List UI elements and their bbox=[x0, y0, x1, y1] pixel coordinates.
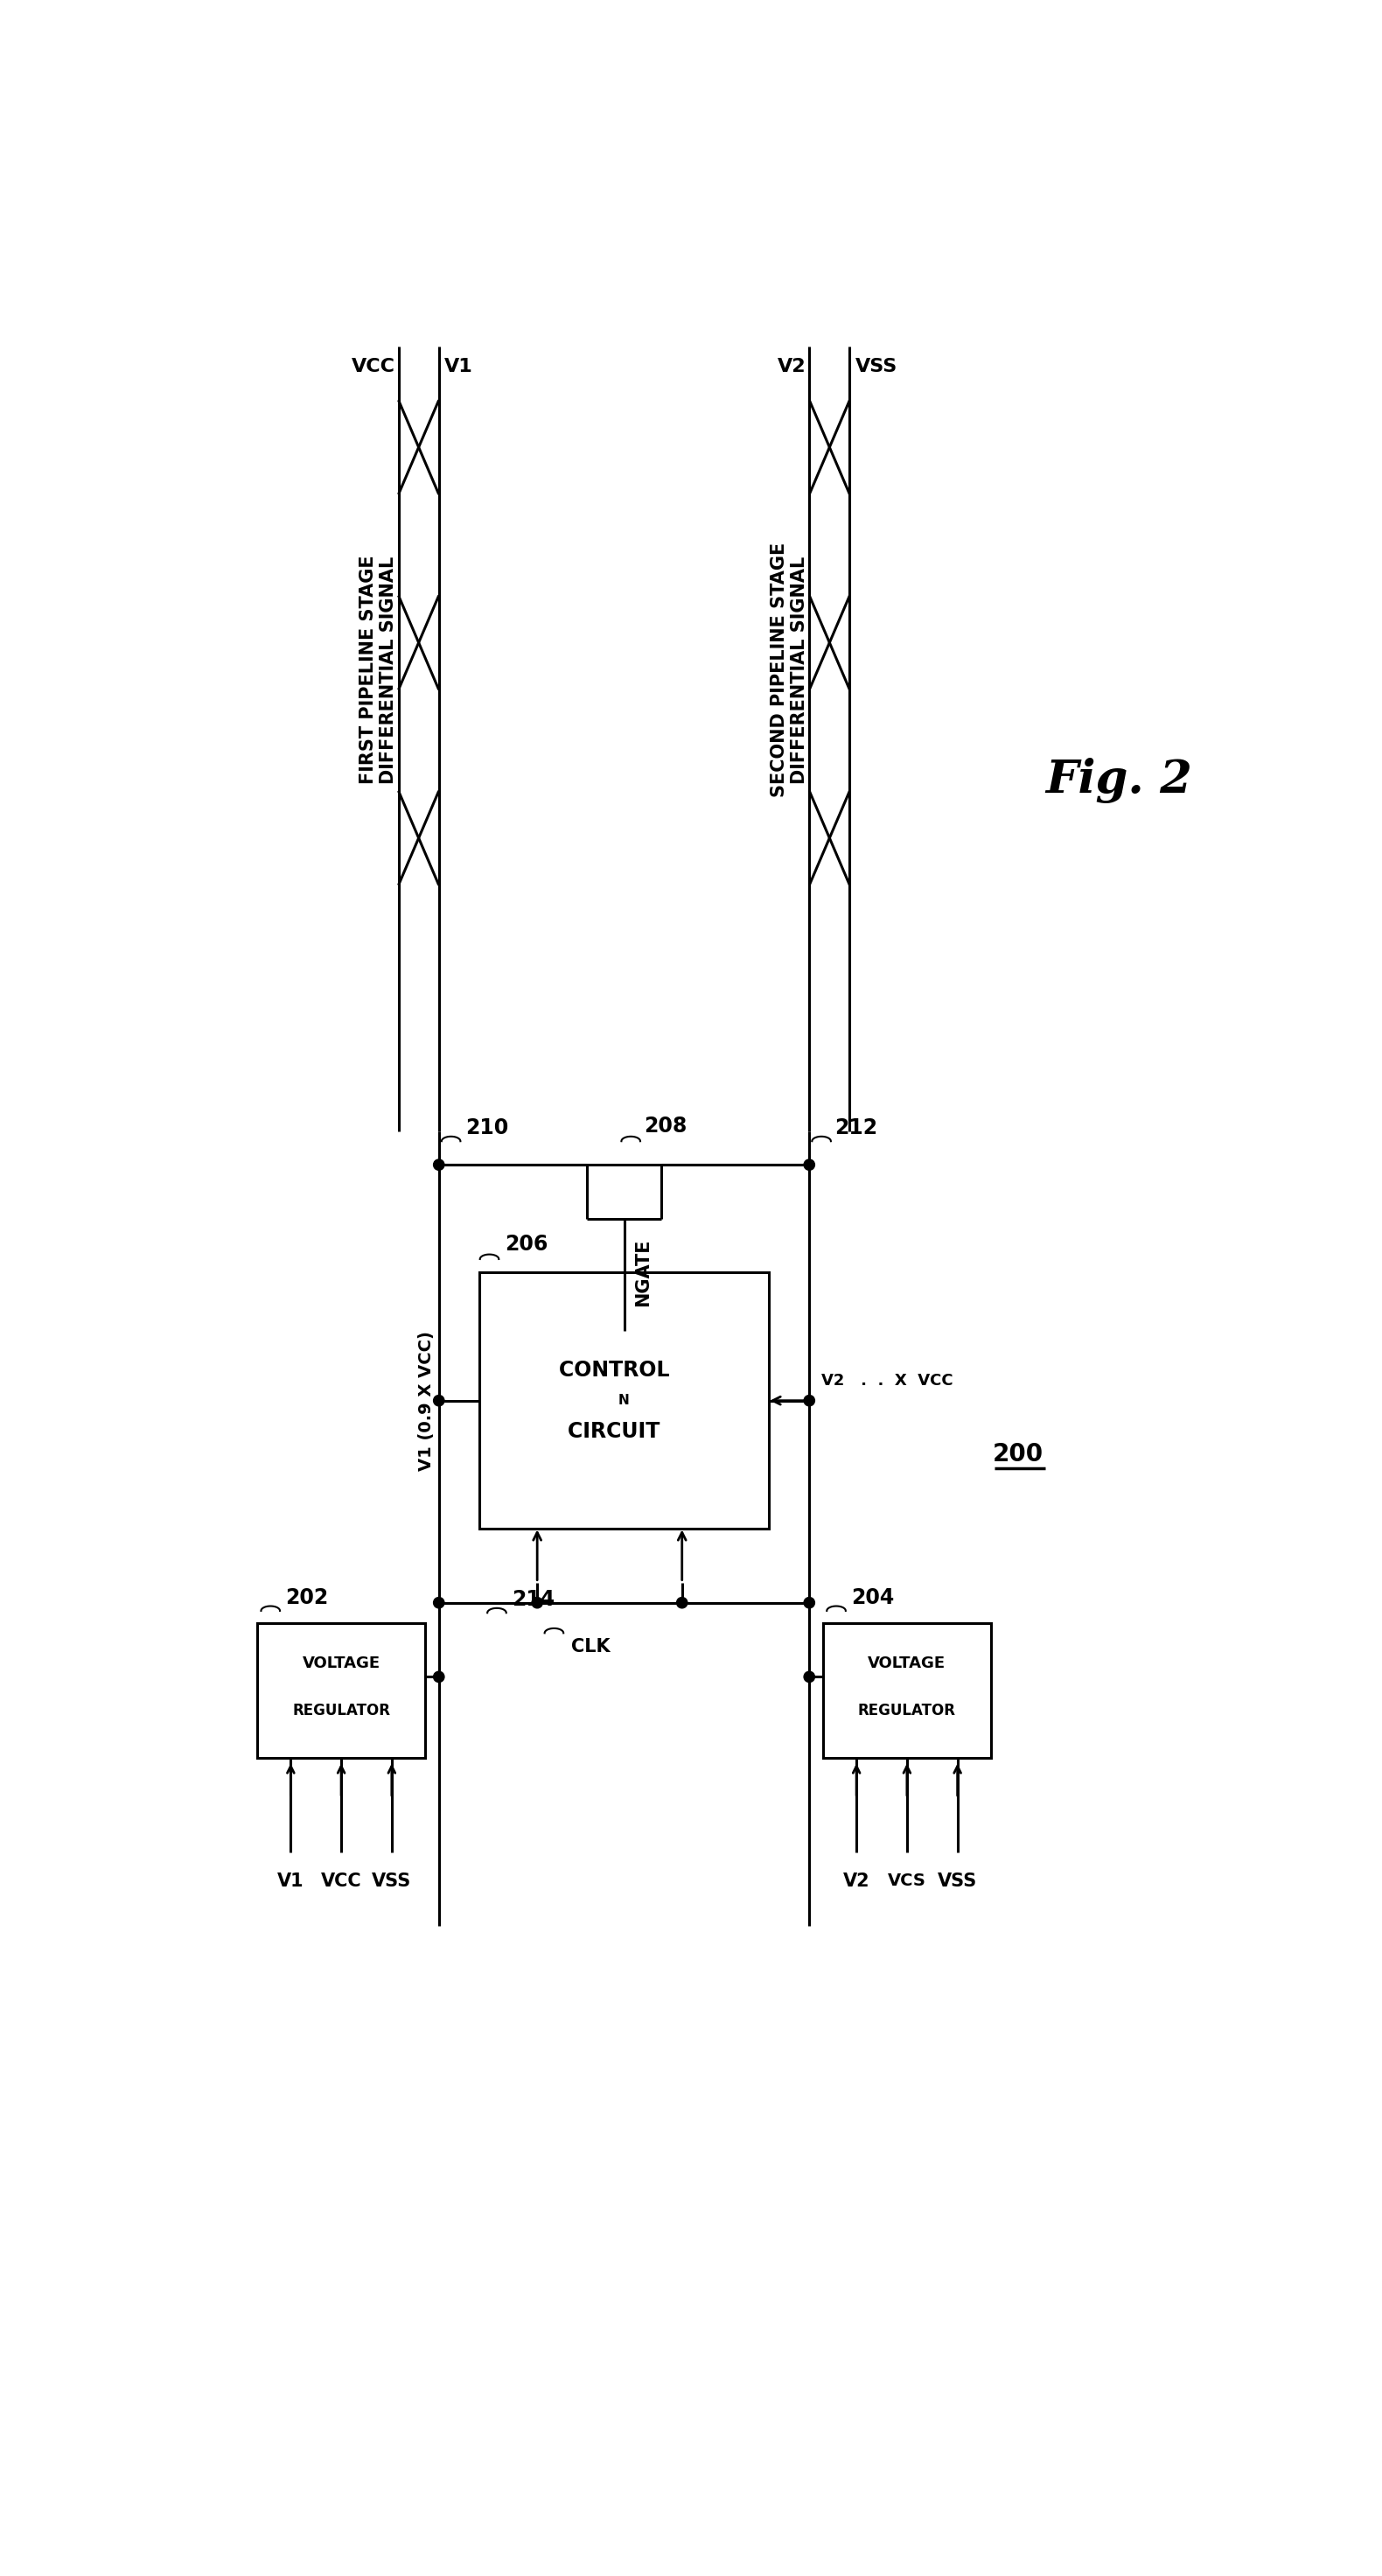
Text: VCC: VCC bbox=[351, 358, 395, 376]
Text: V2: V2 bbox=[843, 1873, 869, 1891]
Bar bbox=[480, 1273, 768, 1528]
Circle shape bbox=[434, 1396, 444, 1406]
Text: VCS: VCS bbox=[887, 1873, 926, 1888]
Text: FIRST PIPELINE STAGE
DIFFERENTIAL SIGNAL: FIRST PIPELINE STAGE DIFFERENTIAL SIGNAL bbox=[359, 556, 397, 783]
Text: REGULATOR: REGULATOR bbox=[292, 1703, 390, 1718]
Text: V2   .  .  X  VCC: V2 . . X VCC bbox=[821, 1373, 954, 1388]
Text: VCC: VCC bbox=[321, 1873, 362, 1891]
Text: 202: 202 bbox=[285, 1587, 329, 1607]
Text: REGULATOR: REGULATOR bbox=[858, 1703, 956, 1718]
Text: VOLTAGE: VOLTAGE bbox=[303, 1656, 380, 1672]
Circle shape bbox=[434, 1159, 444, 1170]
Text: CLK: CLK bbox=[571, 1638, 609, 1656]
Circle shape bbox=[677, 1597, 687, 1607]
Text: 208: 208 bbox=[644, 1115, 687, 1136]
Text: NGATE: NGATE bbox=[634, 1239, 652, 1306]
Text: V1: V1 bbox=[444, 358, 473, 376]
Text: SECOND PIPELINE STAGE
DIFFERENTIAL SIGNAL: SECOND PIPELINE STAGE DIFFERENTIAL SIGNA… bbox=[770, 544, 808, 799]
Bar bbox=[257, 1623, 426, 1757]
Text: 206: 206 bbox=[504, 1234, 549, 1255]
Text: 204: 204 bbox=[851, 1587, 894, 1607]
Text: 212: 212 bbox=[835, 1118, 878, 1139]
Text: VSS: VSS bbox=[937, 1873, 977, 1891]
Text: V1: V1 bbox=[278, 1873, 304, 1891]
Text: VOLTAGE: VOLTAGE bbox=[868, 1656, 945, 1672]
Text: Fig. 2: Fig. 2 bbox=[1046, 757, 1193, 804]
Circle shape bbox=[434, 1672, 444, 1682]
Circle shape bbox=[804, 1396, 815, 1406]
Circle shape bbox=[804, 1159, 815, 1170]
Circle shape bbox=[532, 1597, 543, 1607]
Text: 214: 214 bbox=[511, 1589, 554, 1610]
Bar bbox=[822, 1623, 991, 1757]
Text: CO⁠NTROL: CO⁠NTROL bbox=[558, 1360, 669, 1381]
Text: CI⁠RCUIT: CI⁠RCUIT bbox=[568, 1422, 661, 1443]
Text: VSS: VSS bbox=[855, 358, 897, 376]
Text: V1 (0.9 X VCC): V1 (0.9 X VCC) bbox=[419, 1332, 435, 1471]
Circle shape bbox=[804, 1672, 815, 1682]
Text: V2: V2 bbox=[778, 358, 806, 376]
Circle shape bbox=[434, 1597, 444, 1607]
Text: 200: 200 bbox=[992, 1443, 1043, 1466]
Text: VSS: VSS bbox=[372, 1873, 412, 1891]
Text: N: N bbox=[619, 1394, 630, 1406]
Text: 210: 210 bbox=[466, 1118, 509, 1139]
Circle shape bbox=[804, 1597, 815, 1607]
